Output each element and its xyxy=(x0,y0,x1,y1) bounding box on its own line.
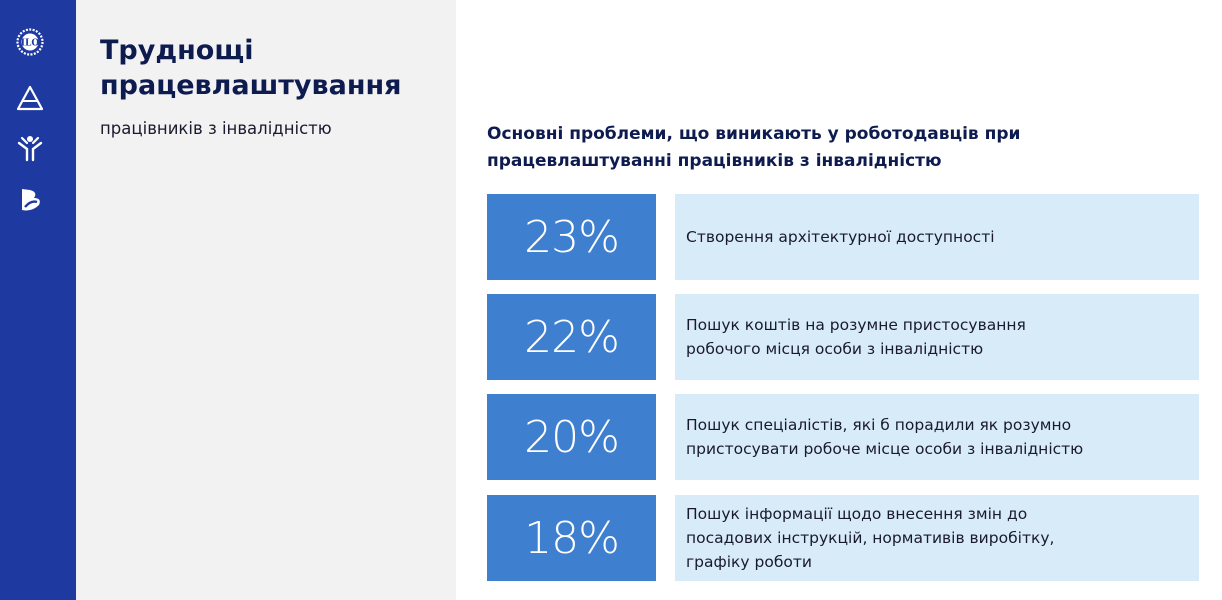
svg-text:ILO: ILO xyxy=(21,39,40,49)
description-box: Пошук інформації щодо внесення змін до п… xyxy=(675,495,1199,581)
description-text: Пошук коштів на розумне пристосування ро… xyxy=(686,316,1026,358)
ilo-emblem-icon: ILO xyxy=(16,28,44,56)
description-box: Створення архітектурної доступності xyxy=(675,194,1199,280)
b-leaf-logo-icon xyxy=(22,189,40,211)
left-panel: Труднощі працевлаштування працівників з … xyxy=(76,0,456,600)
page-subtitle: працівників з інвалідністю xyxy=(100,119,332,138)
person-figure-logo-icon xyxy=(17,136,43,162)
section-heading: Основні проблеми, що виникають у роботод… xyxy=(487,124,1021,171)
triangle-logo-icon xyxy=(16,85,44,111)
list-item: 22% Пошук коштів на розумне пристосуванн… xyxy=(487,294,1199,380)
percent-value: 22% xyxy=(487,294,656,380)
description-box: Пошук спеціалістів, які б порадили як ро… xyxy=(675,394,1199,480)
percent-value: 18% xyxy=(487,495,656,581)
page-title: Труднощі працевлаштування xyxy=(100,35,402,101)
description-text: Пошук спеціалістів, які б порадили як ро… xyxy=(686,416,1084,458)
percent-value: 23% xyxy=(487,194,656,280)
list-item: 18% Пошук інформації щодо внесення змін … xyxy=(487,495,1199,581)
list-item: 20% Пошук спеціалістів, які б порадили я… xyxy=(487,394,1199,480)
description-text: Створення архітектурної доступності xyxy=(686,228,995,246)
description-text: Пошук інформації щодо внесення змін до п… xyxy=(686,505,1055,571)
percent-value: 20% xyxy=(487,394,656,480)
description-box: Пошук коштів на розумне пристосування ро… xyxy=(675,294,1199,380)
sidebar: ILO xyxy=(0,0,76,600)
list-item: 23% Створення архітектурної доступності xyxy=(487,194,1199,280)
